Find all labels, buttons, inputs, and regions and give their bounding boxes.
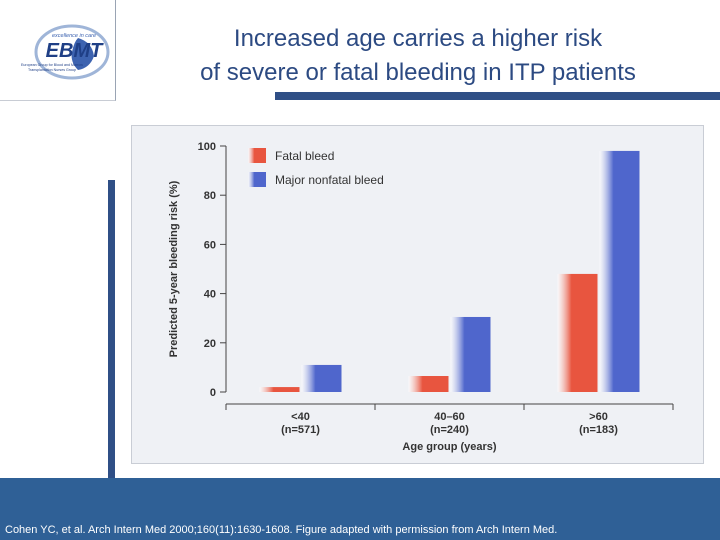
footer-bar: Cohen YC, et al. Arch Intern Med 2000;16… (0, 478, 720, 540)
logo-globe-icon (71, 38, 94, 70)
chart-panel: 0 20 40 60 80 100 <40 (n=571) 40–60 (n=240) >60 (n=… (131, 125, 704, 464)
y-tick-label: 80 (204, 190, 216, 202)
logo-tagline: excellence in care (52, 33, 96, 39)
bar-major-nonfatal-bleed (599, 150, 640, 392)
bar-major-nonfatal-bleed (450, 316, 491, 392)
x-tick-count-label: (n=240) (430, 424, 469, 436)
footer-citation: Cohen YC, et al. Arch Intern Med 2000;16… (5, 524, 558, 536)
y-axis-title: Predicted 5-year bleeding risk (%) (168, 180, 180, 357)
legend-swatch-fatal-bleed (248, 148, 266, 163)
bar-fatal-bleed (259, 387, 300, 392)
slide-title: Increased age carries a higher risk of s… (118, 22, 718, 90)
logo-name: EBMT (46, 40, 104, 62)
y-tick-label: 0 (210, 387, 216, 399)
logo-swoosh (34, 24, 110, 80)
logo-subtitle-line1: European Group for Blood and Marrow (21, 63, 83, 67)
x-tick-count-label: (n=571) (281, 424, 320, 436)
y-tick-label: 20 (204, 338, 216, 350)
slide-title-line2: of severe or fatal bleeding in ITP patie… (200, 59, 636, 86)
legend-label: Fatal bleed (275, 149, 334, 163)
bar-major-nonfatal-bleed (301, 364, 342, 392)
bleeding-risk-chart: 0 20 40 60 80 100 <40(n=571) 40–60(n=240) >60(n=… (168, 141, 674, 453)
y-tick-label: 60 (204, 239, 216, 251)
slide-title-line1: Increased age carries a higher risk (233, 25, 603, 52)
ebmt-logo: excellence in care EBMT European Group f… (0, 0, 116, 101)
x-tick-label: <40 (291, 411, 310, 423)
y-tick-label: 40 (204, 289, 216, 301)
x-tick-count-label: (n=183) (579, 424, 618, 436)
title-underline-bar (275, 92, 720, 100)
x-axis-title: Age group (years) (402, 441, 496, 453)
legend-swatch-major-nonfatal-bleed (248, 172, 266, 187)
logo-subtitle-line2: Transplantation Nurses Group (28, 68, 76, 72)
bar-fatal-bleed (408, 376, 449, 392)
bar-fatal-bleed (557, 273, 598, 392)
left-accent-bar (108, 180, 115, 478)
y-tick-label: 100 (198, 141, 216, 153)
x-tick-label: 40–60 (434, 411, 465, 423)
x-tick-label: >60 (589, 411, 608, 423)
legend-label: Major nonfatal bleed (275, 173, 384, 187)
